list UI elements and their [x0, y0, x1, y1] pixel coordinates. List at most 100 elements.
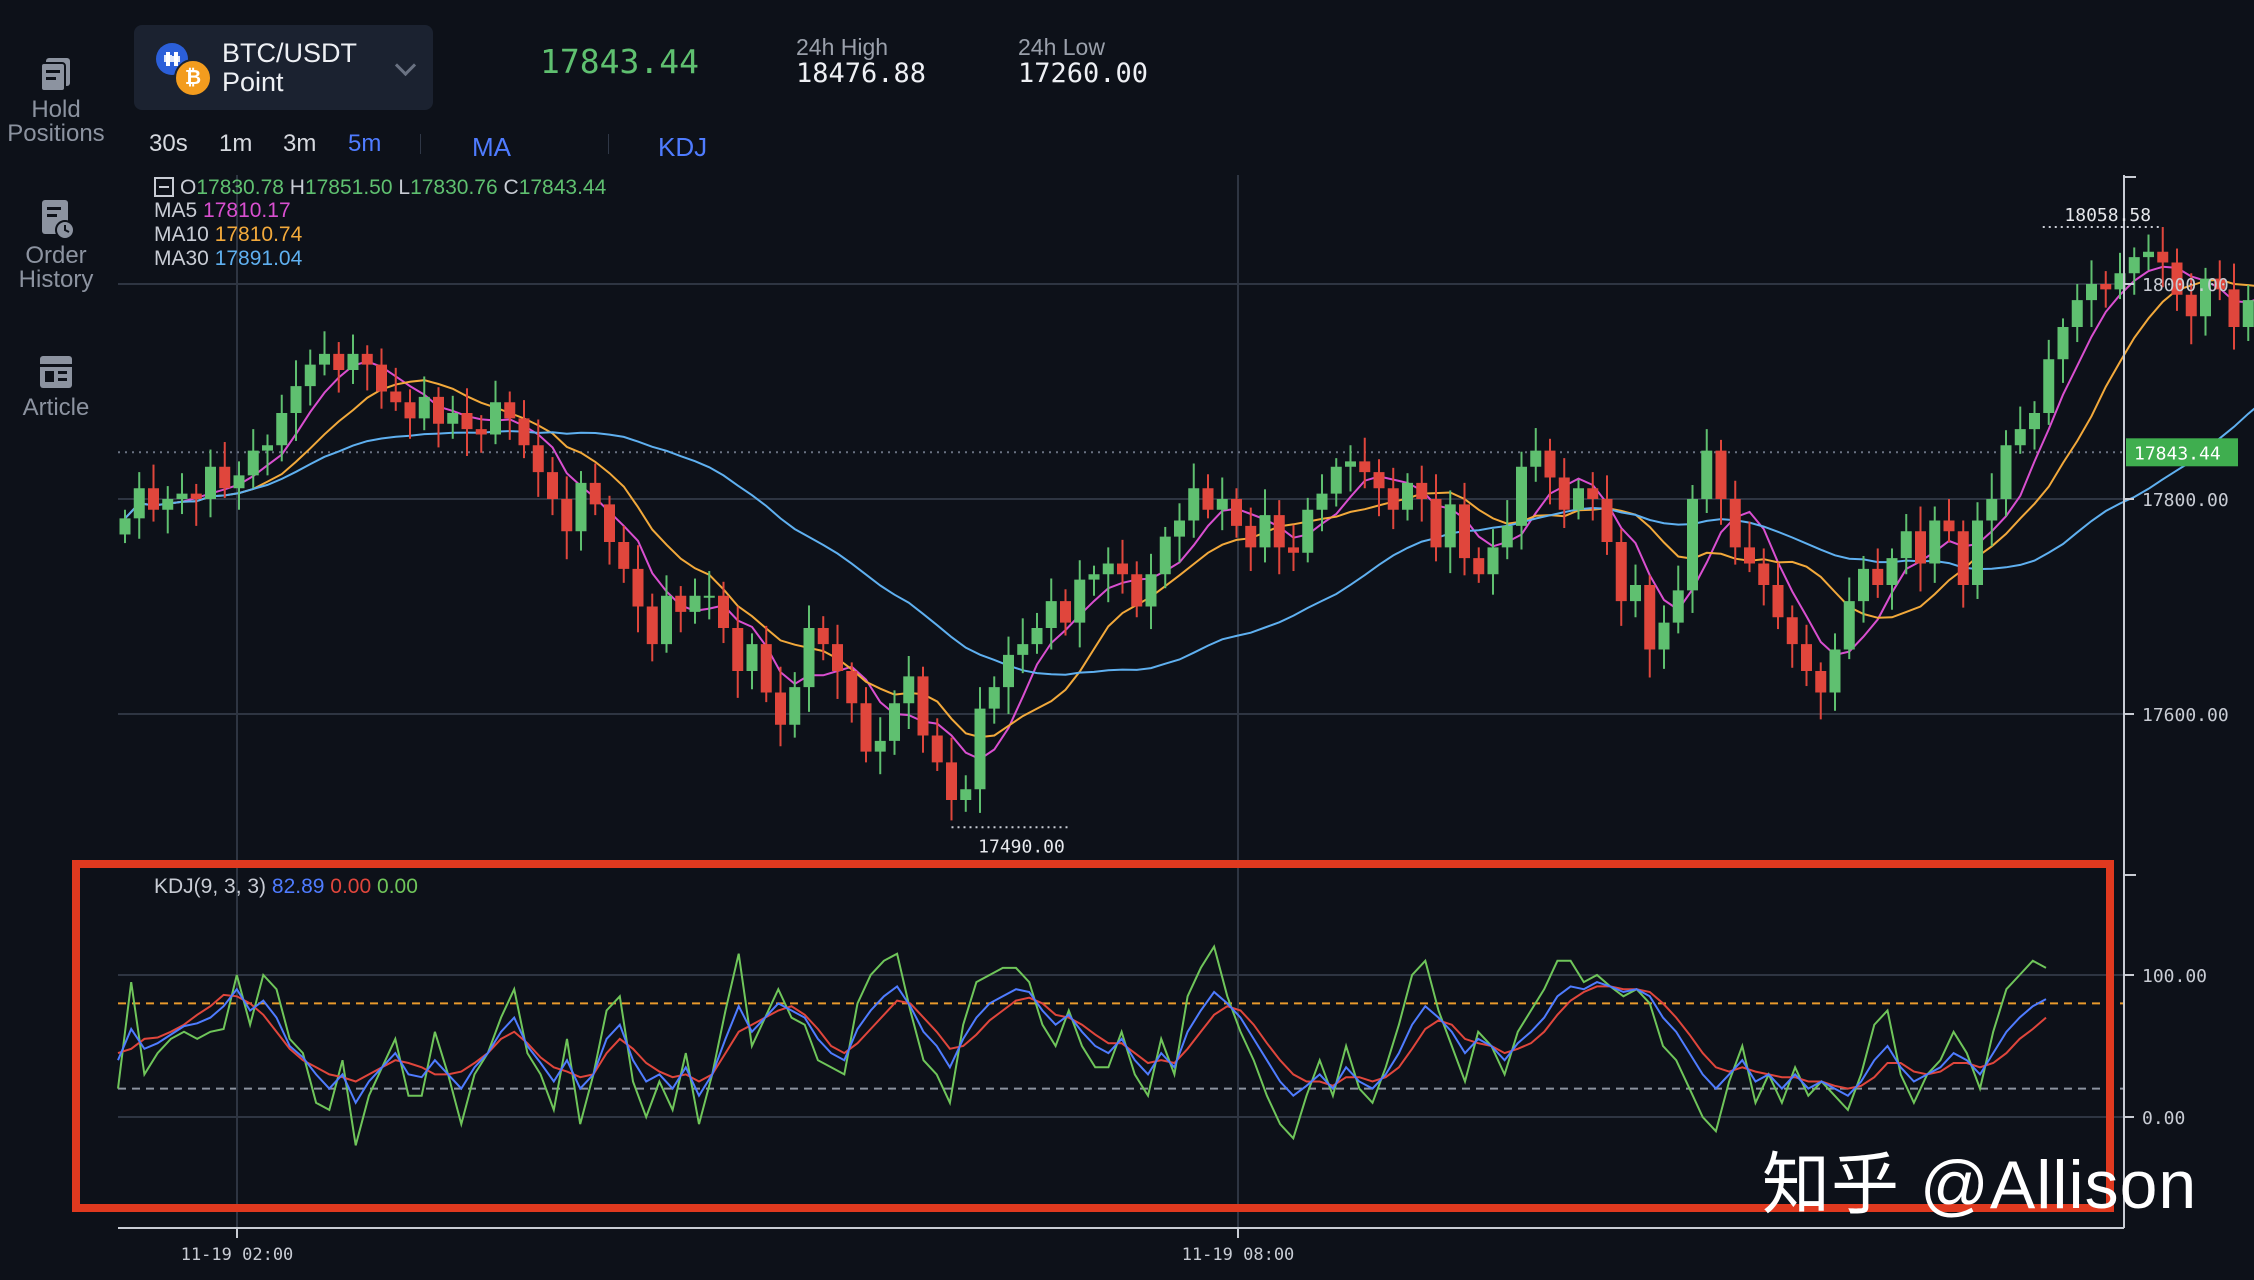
- candle-down: [675, 595, 687, 612]
- time-tick-label: 11-19 08:00: [1182, 1245, 1295, 1265]
- candle-up: [960, 789, 972, 800]
- candle-up: [2200, 278, 2211, 317]
- candle-down: [1615, 542, 1627, 602]
- timeframe-30s[interactable]: 30s: [149, 130, 188, 157]
- candle-up: [2128, 257, 2140, 274]
- candle-up: [1501, 525, 1513, 548]
- candle-up: [575, 482, 587, 532]
- candle-down: [1131, 574, 1143, 607]
- sidebar-item-article[interactable]: Article: [0, 352, 112, 420]
- candle-up: [247, 450, 259, 476]
- candle-down: [1544, 450, 1556, 478]
- candle-down: [860, 703, 872, 752]
- candle-down: [461, 413, 473, 430]
- candle-up: [789, 687, 801, 725]
- ma5-legend: MA5 17810.17: [154, 199, 291, 222]
- sidebar-item-label: Order: [25, 242, 87, 269]
- candle-down: [2171, 262, 2183, 295]
- candle-up: [2143, 251, 2154, 258]
- timeframe-3m[interactable]: 3m: [283, 130, 317, 157]
- candle-up: [1316, 493, 1328, 510]
- candle-up: [347, 353, 359, 370]
- price-tick-label: 18000.00: [2142, 275, 2229, 296]
- ma-lines: [124, 265, 2254, 761]
- hold-positions-icon: [40, 58, 70, 92]
- timeframe-5m[interactable]: 5m: [348, 130, 382, 157]
- ohlc-legend: O17830.78 H17851.50 L17830.76 C17843.44: [154, 176, 606, 200]
- candle-down: [190, 493, 202, 499]
- candle-up: [1900, 531, 1912, 559]
- candle-up: [1402, 482, 1413, 510]
- ma30-legend: MA30 17891.04: [154, 247, 303, 270]
- candle-down: [1758, 563, 1770, 585]
- high-value: 17851.50: [304, 176, 393, 199]
- ma-line-ma10: [124, 278, 2254, 739]
- chart-axes: 18000.00 17800.00 17600.00 100.00 0.00 11-19 …: [118, 175, 2238, 1265]
- candle-up: [447, 413, 459, 424]
- candle-down: [604, 504, 615, 542]
- candle-down: [1872, 568, 1884, 585]
- candle-up: [205, 466, 216, 499]
- tab-kdj[interactable]: KDJ: [658, 132, 708, 162]
- toolbar-divider: [420, 134, 421, 154]
- close-value: 17843.44: [518, 176, 607, 199]
- candle-up: [903, 676, 915, 704]
- candle-up: [119, 518, 131, 535]
- candle-up: [1259, 515, 1271, 548]
- candles-layer: [119, 227, 2254, 821]
- ma-line-ma30: [124, 407, 2254, 676]
- candle-up: [1858, 568, 1869, 602]
- candle-down: [1117, 563, 1128, 575]
- candle-up: [1031, 628, 1043, 645]
- candle-up: [746, 644, 758, 671]
- kdj-d-value: 0.00: [330, 875, 372, 898]
- current-price-label: 17843.44: [2134, 443, 2221, 464]
- candle-down: [1373, 472, 1385, 489]
- candle-up: [2086, 284, 2097, 301]
- candle-down: [1273, 515, 1285, 548]
- candle-down: [2100, 284, 2112, 290]
- candle-down: [1459, 504, 1470, 559]
- candle-down: [390, 391, 402, 403]
- candle-down: [760, 644, 772, 693]
- candle-down: [1915, 531, 1926, 564]
- sidebar: Hold Positions Order History Article: [0, 0, 112, 1280]
- candle-up: [1972, 520, 1983, 585]
- sidebar-item-hold-positions[interactable]: Hold Positions: [0, 54, 112, 146]
- candle-up: [2071, 300, 2083, 327]
- kdj-line-d: [117, 985, 2047, 1090]
- tab-ma[interactable]: MA: [472, 132, 511, 162]
- candle-up: [162, 499, 174, 510]
- candle-up: [1003, 654, 1014, 688]
- kdj-line-k: [117, 981, 2047, 1105]
- candle-up: [689, 595, 701, 612]
- candle-down: [1801, 644, 1812, 671]
- symbol-selector[interactable]: ₿ BTC/USDT Point: [134, 25, 433, 110]
- candle-down: [1587, 488, 1599, 499]
- candle-down: [732, 628, 744, 671]
- collapse-legend-icon[interactable]: [154, 177, 174, 197]
- candle-down: [931, 735, 943, 763]
- candle-down: [219, 466, 231, 489]
- candle-up: [1843, 601, 1855, 650]
- candle-down: [846, 671, 858, 704]
- candle-down: [376, 364, 387, 392]
- timeframe-1m[interactable]: 1m: [219, 130, 253, 157]
- candle-up: [1045, 601, 1057, 628]
- candle-up: [1145, 574, 1157, 607]
- sidebar-item-order-history[interactable]: Order History: [0, 198, 112, 292]
- candle-down: [504, 402, 516, 419]
- candle-down: [1815, 671, 1827, 693]
- candle-up: [1829, 649, 1841, 693]
- candle-down: [1387, 488, 1399, 510]
- watermark: 知乎 @Allison: [1762, 1147, 2198, 1223]
- candle-up: [661, 595, 672, 645]
- candle-up: [262, 445, 273, 451]
- kdj-tick-label: 100.00: [2142, 966, 2207, 987]
- symbol-type: Point: [222, 67, 284, 97]
- candle-up: [490, 402, 501, 435]
- candle-up: [304, 364, 316, 387]
- price-tick-label: 17600.00: [2142, 705, 2229, 726]
- kdj-k-value: 82.89: [271, 875, 325, 898]
